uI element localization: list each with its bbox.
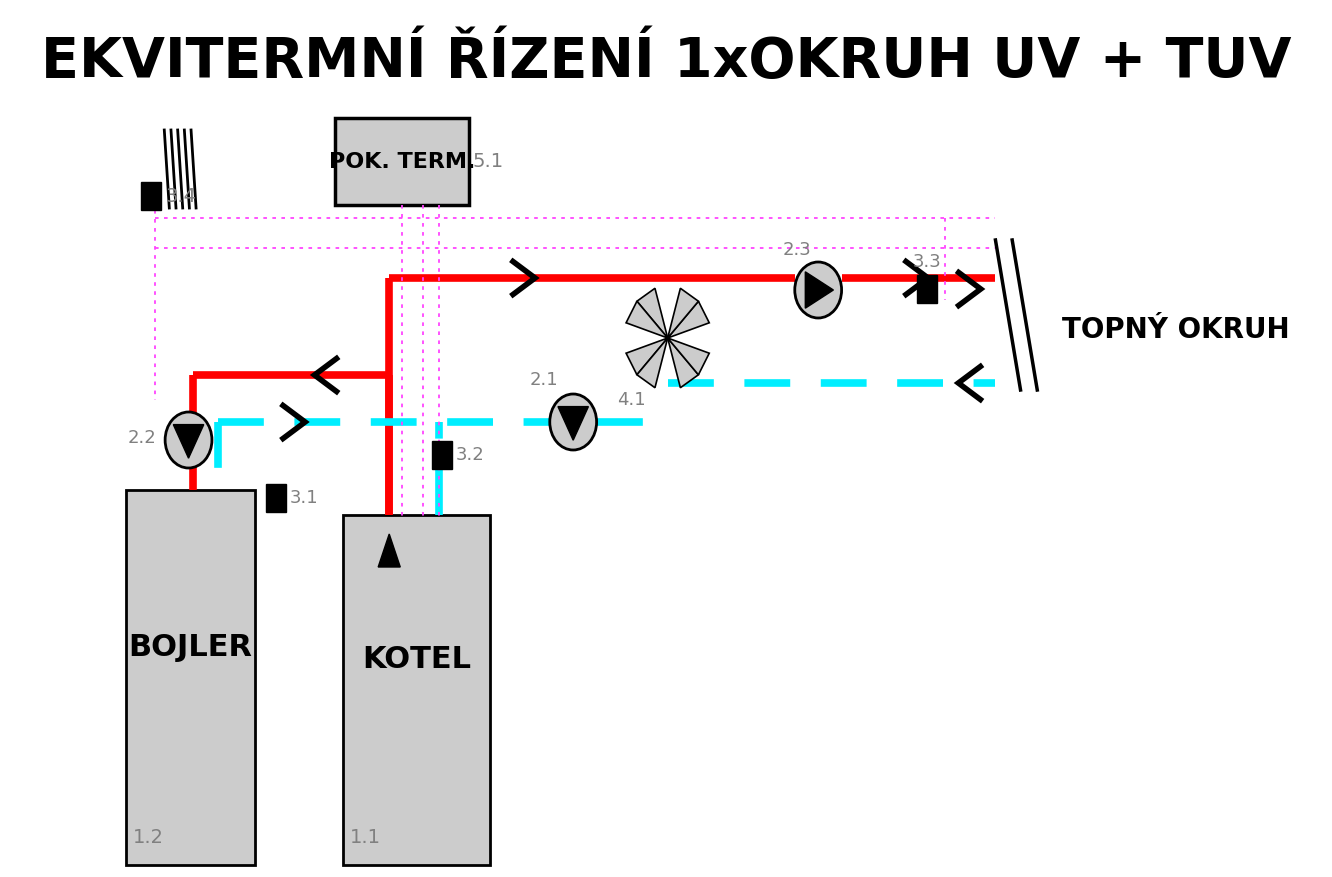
Polygon shape (806, 272, 834, 308)
Bar (266, 484, 286, 512)
Text: 3.4: 3.4 (165, 187, 196, 205)
Polygon shape (667, 338, 698, 388)
Text: 5.1: 5.1 (473, 152, 503, 171)
Polygon shape (626, 301, 667, 338)
Text: 1.2: 1.2 (132, 828, 164, 847)
Bar (916, 275, 936, 303)
Bar (125, 490, 256, 865)
Bar (344, 515, 490, 865)
Polygon shape (378, 534, 400, 567)
Text: 4.1: 4.1 (618, 391, 646, 409)
Polygon shape (558, 407, 589, 440)
Polygon shape (667, 301, 709, 338)
Polygon shape (637, 289, 667, 338)
Text: 3.3: 3.3 (912, 253, 942, 271)
Text: EKVITERMNÍ ŘÍZENÍ 1xOKRUH UV + TUV: EKVITERMNÍ ŘÍZENÍ 1xOKRUH UV + TUV (41, 35, 1291, 89)
Circle shape (795, 262, 842, 318)
Text: 3.1: 3.1 (290, 489, 318, 507)
Polygon shape (667, 289, 698, 338)
Polygon shape (637, 338, 667, 388)
Bar (141, 182, 161, 210)
Text: POK. TERM.: POK. TERM. (329, 152, 476, 172)
Text: 3.2: 3.2 (456, 446, 484, 464)
Circle shape (165, 412, 212, 468)
Bar (432, 441, 452, 469)
Polygon shape (667, 338, 709, 374)
Text: 2.1: 2.1 (530, 371, 558, 389)
Text: 2.3: 2.3 (783, 241, 811, 259)
Text: KOTEL: KOTEL (362, 645, 472, 674)
Text: 2.2: 2.2 (128, 429, 157, 447)
Text: BOJLER: BOJLER (129, 633, 253, 662)
Polygon shape (626, 338, 667, 374)
Circle shape (550, 394, 597, 450)
Text: TOPNÝ OKRUH: TOPNÝ OKRUH (1063, 316, 1289, 344)
Polygon shape (173, 424, 204, 458)
Bar (334, 118, 469, 205)
Text: 1.1: 1.1 (350, 828, 381, 847)
